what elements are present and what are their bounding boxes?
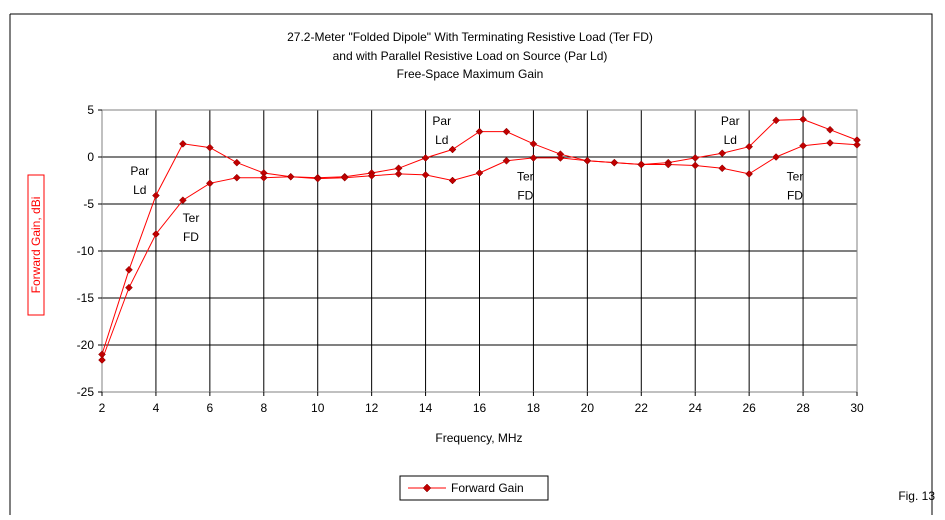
y-tick-label: -20 bbox=[77, 338, 95, 352]
data-point-marker bbox=[556, 154, 565, 162]
x-tick-label: 26 bbox=[742, 401, 756, 415]
curve-annotation-label: FD bbox=[183, 230, 199, 244]
x-tick-label: 10 bbox=[311, 401, 325, 415]
data-point-marker bbox=[313, 174, 322, 183]
curve-annotations: Par Ld Ter FD Par Ld Ter FD Par Ld Ter FD bbox=[130, 114, 803, 244]
series-markers bbox=[98, 115, 861, 364]
data-point-marker bbox=[125, 283, 133, 292]
x-axis-label: Frequency, MHz bbox=[435, 431, 522, 445]
data-point-marker bbox=[367, 171, 376, 180]
y-axis-label: Forward Gain, dBi bbox=[29, 197, 43, 294]
data-point-marker bbox=[745, 142, 753, 151]
x-tick-label: 2 bbox=[99, 401, 106, 415]
x-tick-label: 4 bbox=[153, 401, 160, 415]
data-point-marker bbox=[772, 116, 780, 125]
x-tick-label: 24 bbox=[689, 401, 703, 415]
data-point-marker bbox=[448, 145, 457, 154]
curve-annotation-label: Ter bbox=[517, 170, 534, 184]
data-point-marker bbox=[394, 170, 403, 178]
data-point-marker bbox=[448, 176, 457, 185]
data-point-marker bbox=[421, 171, 430, 179]
data-point-marker bbox=[718, 164, 727, 173]
x-tick-label: 22 bbox=[635, 401, 649, 415]
x-tick-label: 16 bbox=[473, 401, 487, 415]
curve-annotation-label: FD bbox=[787, 189, 803, 203]
y-axis-label-box: Forward Gain, dBi bbox=[27, 174, 45, 316]
data-point-marker bbox=[853, 140, 861, 149]
curve-annotation-label: Par bbox=[130, 164, 149, 178]
data-point-marker bbox=[179, 139, 187, 148]
data-point-marker bbox=[206, 143, 214, 152]
x-tick-label: 20 bbox=[581, 401, 595, 415]
data-point-marker bbox=[529, 139, 538, 148]
x-tick-label: 28 bbox=[796, 401, 810, 415]
data-point-marker bbox=[340, 173, 349, 182]
data-point-marker bbox=[475, 169, 484, 177]
data-point-marker bbox=[826, 139, 834, 147]
curve-annotation-label: Ter bbox=[183, 211, 200, 225]
data-point-marker bbox=[152, 191, 160, 200]
curve-annotation-label: Par bbox=[432, 114, 451, 128]
grid-lines bbox=[101, 109, 858, 393]
y-tick-label: -10 bbox=[77, 244, 95, 258]
y-tick-label: 5 bbox=[87, 103, 94, 117]
curve-annotation-label: Ter bbox=[787, 170, 804, 184]
data-point-marker bbox=[98, 356, 106, 364]
data-point-marker bbox=[502, 156, 511, 165]
data-point-marker bbox=[799, 141, 807, 150]
data-point-marker bbox=[259, 173, 268, 182]
data-point-marker bbox=[529, 154, 538, 162]
data-point-marker bbox=[421, 154, 430, 162]
data-point-marker bbox=[691, 154, 700, 162]
data-point-marker bbox=[826, 125, 834, 134]
chart-border-right-top bbox=[10, 13, 933, 515]
data-point-marker bbox=[125, 265, 133, 274]
data-point-marker bbox=[232, 173, 241, 182]
figure-label: Fig. 13 bbox=[898, 489, 935, 503]
x-tick-label: 6 bbox=[207, 401, 214, 415]
data-point-marker bbox=[502, 127, 511, 136]
x-tick-label: 30 bbox=[850, 401, 864, 415]
data-point-marker bbox=[691, 161, 700, 170]
y-axis-label-border bbox=[27, 174, 45, 316]
curve-annotation-label: FD bbox=[517, 189, 533, 203]
y-tick-label: -5 bbox=[83, 197, 94, 211]
data-point-marker bbox=[610, 158, 619, 167]
data-point-marker bbox=[152, 230, 160, 238]
chart-title-line-3: Free-Space Maximum Gain bbox=[397, 67, 544, 81]
curve-annotation-label: Ld bbox=[724, 133, 737, 147]
y-tick-label: -15 bbox=[77, 291, 95, 305]
y-tick-label: -25 bbox=[77, 385, 95, 399]
curve-annotation-label: Ld bbox=[133, 183, 146, 197]
data-point-marker bbox=[772, 153, 780, 161]
data-point-marker bbox=[637, 160, 646, 169]
x-axis-ticks: 2 4 6 8 10 12 14 16 18 20 22 24 26 28 30 bbox=[99, 392, 864, 415]
x-tick-label: 8 bbox=[260, 401, 267, 415]
chart-title-line-2: and with Parallel Resistive Load on Sour… bbox=[333, 49, 608, 63]
x-tick-label: 12 bbox=[365, 401, 379, 415]
legend-marker-swatch bbox=[422, 483, 432, 493]
x-tick-label: 18 bbox=[527, 401, 541, 415]
data-point-marker bbox=[179, 196, 187, 205]
data-point-marker bbox=[232, 158, 241, 167]
chart-title-line-1: 27.2-Meter "Folded Dipole" With Terminat… bbox=[287, 30, 653, 44]
y-axis-ticks: 5 0 -5 -10 -15 -20 -25 bbox=[77, 103, 102, 399]
data-point-marker bbox=[745, 170, 753, 178]
data-point-marker bbox=[718, 149, 727, 158]
data-point-marker bbox=[664, 160, 673, 169]
data-point-marker bbox=[286, 172, 295, 181]
data-point-marker bbox=[583, 156, 592, 165]
data-point-marker bbox=[475, 127, 484, 136]
curve-annotation-label: Ld bbox=[435, 133, 448, 147]
data-point-marker bbox=[206, 179, 214, 188]
legend: Forward Gain bbox=[399, 475, 549, 501]
y-tick-label: 0 bbox=[87, 150, 94, 164]
x-tick-label: 14 bbox=[419, 401, 433, 415]
legend-entry-forward-gain: Forward Gain bbox=[451, 481, 524, 495]
curve-annotation-label: Par bbox=[721, 114, 740, 128]
data-point-marker bbox=[799, 115, 807, 124]
